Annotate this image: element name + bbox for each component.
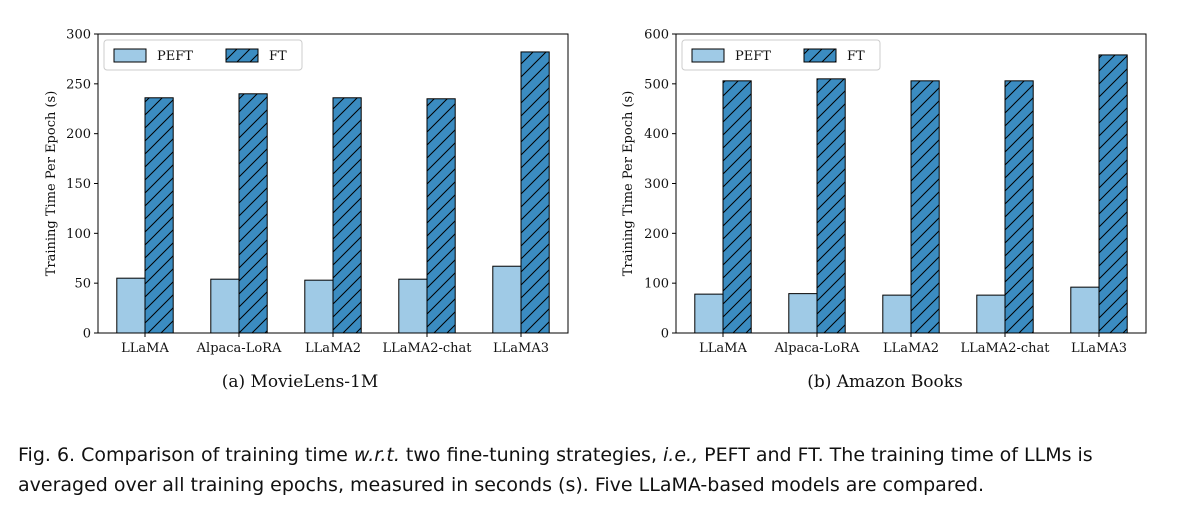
y-tick-label: 100 bbox=[644, 277, 669, 292]
x-tick-label: Alpaca-LoRA bbox=[196, 341, 282, 356]
caption-wrt: w.r.t. bbox=[353, 444, 400, 466]
ft-bar-hatch bbox=[239, 93, 268, 333]
chart-subtitle: (a) MovieLens-1M bbox=[222, 372, 379, 392]
y-tick-label: 300 bbox=[66, 28, 91, 43]
y-tick-label: 100 bbox=[66, 227, 91, 242]
ft-bar-hatch bbox=[427, 98, 456, 334]
legend-swatch-peft bbox=[113, 48, 147, 63]
ft-bar-hatch bbox=[1005, 80, 1034, 334]
y-tick-label: 300 bbox=[644, 177, 669, 192]
legend-swatch-hatch bbox=[226, 49, 258, 62]
ft-bar-hatch bbox=[817, 78, 846, 333]
peft-bar bbox=[398, 278, 428, 334]
ft-bar-hatch bbox=[723, 80, 752, 334]
ft-bar-hatch bbox=[1099, 54, 1128, 334]
ft-bar-hatch bbox=[145, 97, 174, 333]
peft-bar bbox=[1070, 286, 1100, 334]
y-tick-label: 0 bbox=[83, 327, 91, 342]
caption-ie: i.e., bbox=[663, 444, 699, 466]
y-tick-label: 250 bbox=[66, 77, 91, 92]
x-tick-label: LLaMA bbox=[699, 341, 747, 356]
peft-bar bbox=[882, 294, 912, 334]
chart-movielens: 0 50 100 150 200 250 300 LLaMA Alpaca-LoRA LLaMA2… bbox=[44, 28, 569, 392]
caption-text-3: PEFT and FT. The training time of LLMs i… bbox=[18, 444, 1093, 496]
caption-text-1: Comparison of training time bbox=[81, 444, 354, 466]
legend-swatch-peft bbox=[691, 48, 725, 63]
chart-subtitle: (b) Amazon Books bbox=[807, 372, 963, 392]
x-tick-label: LLaMA2-chat bbox=[382, 341, 472, 356]
peft-bar bbox=[304, 279, 334, 334]
x-tick-label: Alpaca-LoRA bbox=[774, 341, 860, 356]
y-tick-label: 200 bbox=[66, 127, 91, 142]
legend-label-ft: FT bbox=[269, 49, 287, 64]
ft-bar-hatch bbox=[333, 97, 362, 333]
legend-label-peft: PEFT bbox=[157, 49, 193, 64]
peft-bar bbox=[210, 278, 240, 334]
x-tick-label: LLaMA3 bbox=[1071, 341, 1127, 356]
peft-bar bbox=[116, 277, 146, 334]
y-tick-label: 150 bbox=[66, 177, 91, 192]
ft-bar-hatch bbox=[911, 80, 940, 334]
y-tick-label: 600 bbox=[644, 28, 669, 43]
figure-caption: Fig. 6. Comparison of training time w.r.… bbox=[18, 440, 1178, 500]
legend-label-ft: FT bbox=[847, 49, 865, 64]
y-axis-label: Training Time Per Epoch (s) bbox=[44, 91, 59, 277]
peft-bar bbox=[976, 294, 1006, 334]
y-tick-label: 500 bbox=[644, 77, 669, 92]
chart-amazon-books: 0 100 200 300 400 500 600 LLaMA Alpaca-LoRA LLaMA… bbox=[621, 28, 1147, 392]
legend-swatch-hatch bbox=[804, 49, 836, 62]
caption-prefix: Fig. 6. bbox=[18, 444, 76, 466]
y-axis-label: Training Time Per Epoch (s) bbox=[621, 91, 636, 277]
x-tick-label: LLaMA2-chat bbox=[960, 341, 1050, 356]
y-tick-label: 200 bbox=[644, 227, 669, 242]
y-tick-label: 50 bbox=[74, 277, 91, 292]
x-tick-label: LLaMA3 bbox=[493, 341, 549, 356]
peft-bar bbox=[492, 265, 522, 334]
peft-bar bbox=[694, 293, 724, 334]
peft-bar bbox=[788, 293, 818, 334]
caption-text-2: two fine-tuning strategies, bbox=[399, 444, 664, 466]
x-tick-label: LLaMA bbox=[121, 341, 169, 356]
y-tick-label: 0 bbox=[661, 327, 669, 342]
x-tick-label: LLaMA2 bbox=[305, 341, 361, 356]
x-tick-label: LLaMA2 bbox=[883, 341, 939, 356]
legend-label-peft: PEFT bbox=[735, 49, 771, 64]
ft-bar-hatch bbox=[521, 51, 550, 333]
y-tick-label: 400 bbox=[644, 127, 669, 142]
